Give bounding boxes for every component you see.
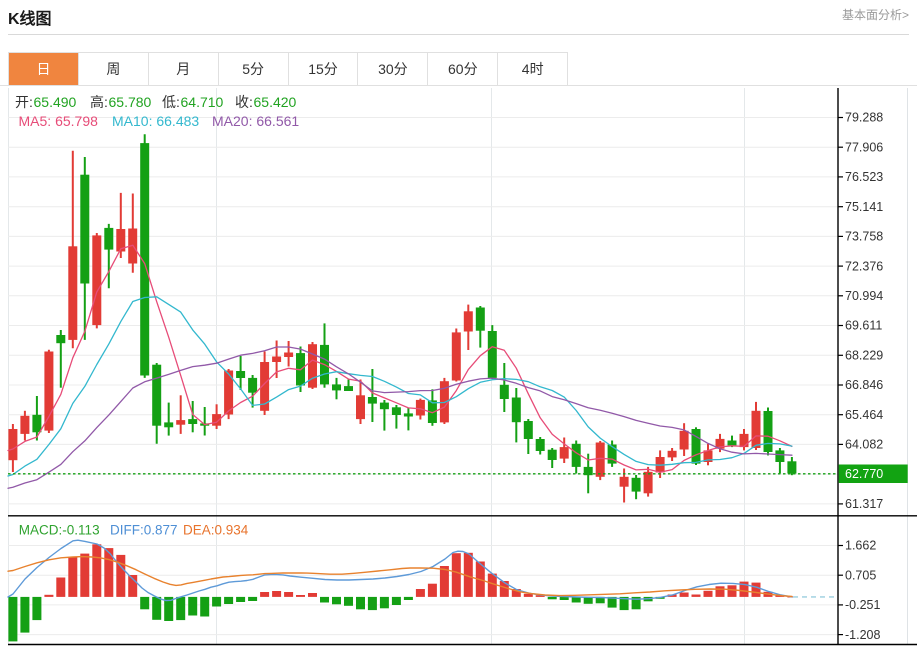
- svg-text:73.758: 73.758: [845, 230, 883, 244]
- svg-text:77.906: 77.906: [845, 140, 883, 154]
- svg-text:79.288: 79.288: [845, 111, 883, 125]
- svg-text:75.141: 75.141: [845, 200, 883, 214]
- svg-text:76.523: 76.523: [845, 170, 883, 184]
- svg-text:72.376: 72.376: [845, 259, 883, 273]
- svg-text:61.317: 61.317: [845, 497, 883, 511]
- svg-text:64.082: 64.082: [845, 438, 883, 452]
- svg-text:70.994: 70.994: [845, 289, 883, 303]
- svg-text:1.662: 1.662: [845, 539, 876, 553]
- svg-text:68.229: 68.229: [845, 349, 883, 363]
- svg-text:-0.251: -0.251: [845, 598, 880, 612]
- svg-text:65.464: 65.464: [845, 408, 883, 422]
- svg-text:69.611: 69.611: [845, 319, 882, 333]
- svg-text:-1.208: -1.208: [845, 628, 880, 642]
- svg-text:62.770: 62.770: [845, 467, 883, 481]
- svg-text:0.705: 0.705: [845, 568, 876, 582]
- svg-text:66.846: 66.846: [845, 378, 883, 392]
